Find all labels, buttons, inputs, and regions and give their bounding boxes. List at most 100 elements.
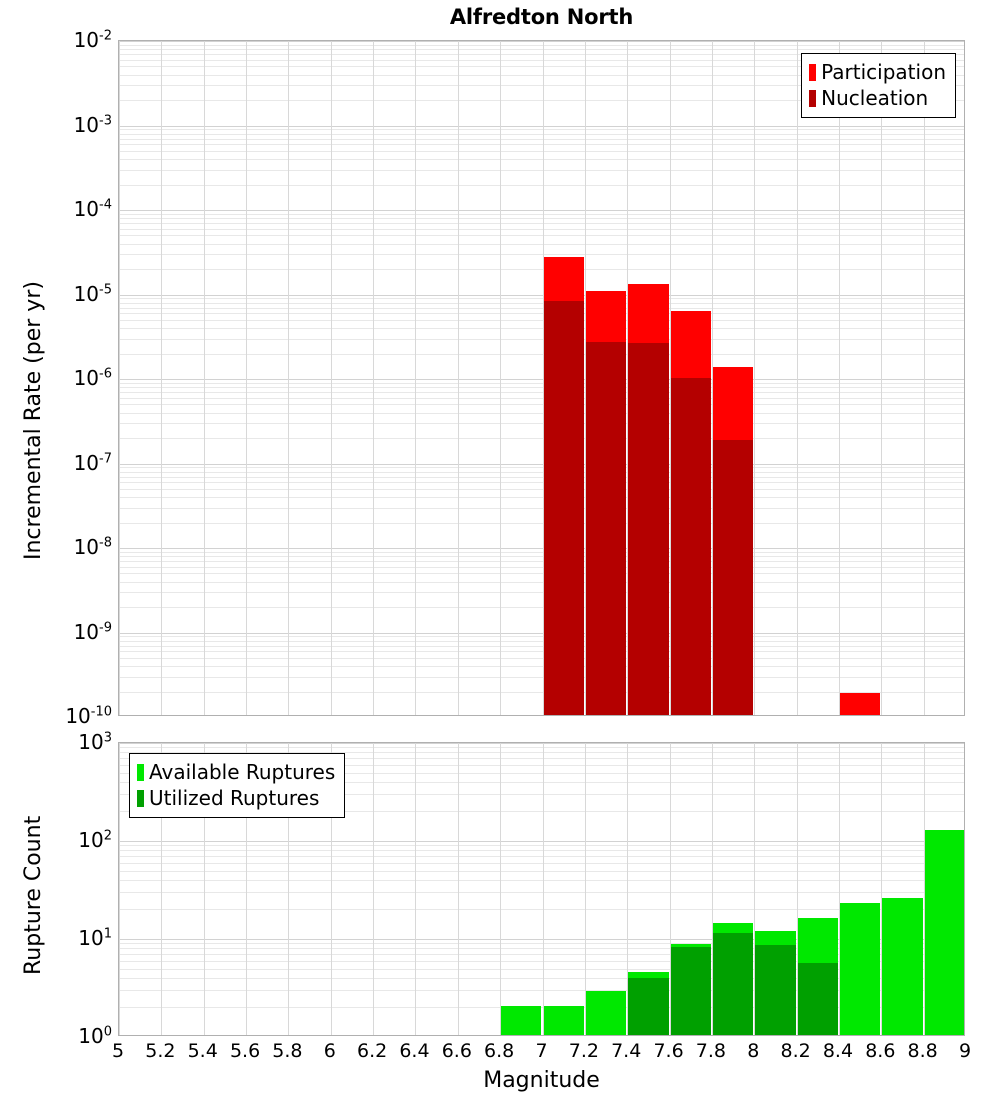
gridline-vertical: [161, 41, 162, 715]
gridline-horizontal: [119, 658, 964, 659]
gridline-vertical: [246, 41, 247, 715]
gridline-horizontal: [119, 298, 964, 299]
gridline-horizontal: [119, 747, 964, 748]
x-tick-label-5: 6: [323, 1040, 336, 1062]
gridline-vertical: [712, 41, 713, 715]
bottom-ytick-2: 101: [78, 926, 112, 950]
gridline-horizontal: [119, 464, 964, 465]
gridline-horizontal: [119, 392, 964, 393]
x-tick-label-11: 7.2: [568, 1040, 599, 1062]
gridline-horizontal: [119, 743, 964, 744]
gridline-vertical: [288, 41, 289, 715]
bar-utilized-ruptures: [755, 944, 796, 1035]
gridline-horizontal: [119, 214, 964, 215]
x-tick-label-7: 6.4: [399, 1040, 430, 1062]
gridline-horizontal: [119, 66, 964, 67]
gridline-horizontal: [119, 582, 964, 583]
legend-item-participation[interactable]: Participation: [809, 59, 946, 85]
gridline-horizontal: [119, 423, 964, 424]
gridline-horizontal: [119, 978, 964, 979]
x-tick-label-14: 7.8: [695, 1040, 726, 1062]
available-ruptures-swatch-icon: [137, 763, 144, 781]
gridline-vertical: [670, 743, 671, 1035]
x-tick-label-9: 6.8: [484, 1040, 515, 1062]
bar-available-ruptures: [924, 829, 964, 1035]
gridline-vertical: [924, 743, 925, 1035]
gridline-vertical: [797, 41, 798, 715]
gridline-vertical: [881, 41, 882, 715]
gridline-horizontal: [119, 244, 964, 245]
gridline-vertical: [119, 743, 120, 1035]
gridline-horizontal: [119, 592, 964, 593]
nucleation-swatch-icon: [809, 89, 817, 107]
x-tick-label-13: 7.6: [653, 1040, 684, 1062]
gridline-horizontal: [119, 850, 964, 851]
bar-available-ruptures: [839, 903, 881, 1035]
gridline-horizontal: [119, 765, 964, 766]
gridline-horizontal: [119, 75, 964, 76]
gridline-horizontal: [119, 969, 964, 970]
gridline-vertical: [881, 743, 882, 1035]
gridline-vertical: [627, 743, 628, 1035]
x-tick-label-20: 9: [958, 1040, 972, 1062]
legend-rupture-count: Available Ruptures Utilized Ruptures: [129, 753, 346, 818]
gridline-vertical: [627, 41, 628, 715]
top-ytick-6: 10-8: [73, 535, 112, 559]
gridline-horizontal: [119, 328, 964, 329]
gridline-horizontal: [119, 126, 964, 127]
gridline-horizontal: [119, 567, 964, 568]
gridline-horizontal: [119, 948, 964, 949]
legend-label-participation: Participation: [821, 60, 946, 84]
bottom-ytick-3: 100: [78, 1024, 112, 1048]
gridline-vertical: [415, 41, 416, 715]
gridline-vertical: [373, 41, 374, 715]
gridline-vertical: [415, 743, 416, 1035]
x-axis-label: Magnitude: [483, 1068, 600, 1093]
gridline-vertical: [458, 41, 459, 715]
gridline-horizontal: [119, 185, 964, 186]
x-tick-label-0: 5: [111, 1040, 125, 1062]
gridline-horizontal: [119, 892, 964, 893]
gridline-vertical: [331, 743, 332, 1035]
top-ytick-3: 10-5: [73, 281, 112, 306]
gridline-horizontal: [119, 548, 964, 549]
gridline-horizontal: [119, 497, 964, 498]
gridline-vertical: [204, 743, 205, 1035]
bar-available-ruptures: [585, 991, 627, 1035]
top-y-axis-label: Incremental Rate (per yr): [21, 281, 46, 560]
gridline-horizontal: [119, 752, 964, 753]
gridline-horizontal: [119, 856, 964, 857]
gridline-horizontal: [119, 641, 964, 642]
gridline-horizontal: [119, 223, 964, 224]
gridline-horizontal: [119, 782, 964, 783]
gridline-vertical: [543, 743, 544, 1035]
gridline-vertical: [331, 41, 332, 715]
legend-item-available-ruptures[interactable]: Available Ruptures: [137, 759, 335, 785]
bottom-y-axis-ticks: 103 102 101 100: [0, 731, 112, 1046]
bar-available-ruptures: [501, 1005, 542, 1035]
incremental-rate-plot-area: Participation Nucleation: [118, 40, 965, 716]
bar-nucleation: [543, 300, 584, 715]
gridline-horizontal: [119, 954, 964, 955]
gridline-vertical: [754, 41, 755, 715]
x-tick-label-16: 8.2: [780, 1040, 811, 1062]
top-ytick-8: 10-10: [65, 704, 112, 728]
gridline-vertical: [585, 743, 586, 1035]
bar-utilized-ruptures: [670, 946, 711, 1035]
gridline-horizontal: [119, 561, 964, 562]
bar-available-ruptures: [543, 1005, 584, 1035]
gridline-vertical: [670, 41, 671, 715]
gridline-vertical: [754, 743, 755, 1035]
gridline-vertical: [924, 41, 925, 715]
x-tick-label-15: 8: [747, 1040, 760, 1062]
bar-participation: [839, 693, 881, 715]
legend-item-utilized-ruptures[interactable]: Utilized Ruptures: [137, 785, 335, 811]
gridline-horizontal: [119, 139, 964, 140]
gridline-horizontal: [119, 413, 964, 414]
gridline-horizontal: [119, 218, 964, 219]
legend-item-nucleation[interactable]: Nucleation: [809, 85, 946, 111]
gridline-horizontal: [119, 354, 964, 355]
gridline-horizontal: [119, 144, 964, 145]
top-ytick-5: 10-7: [73, 450, 112, 475]
